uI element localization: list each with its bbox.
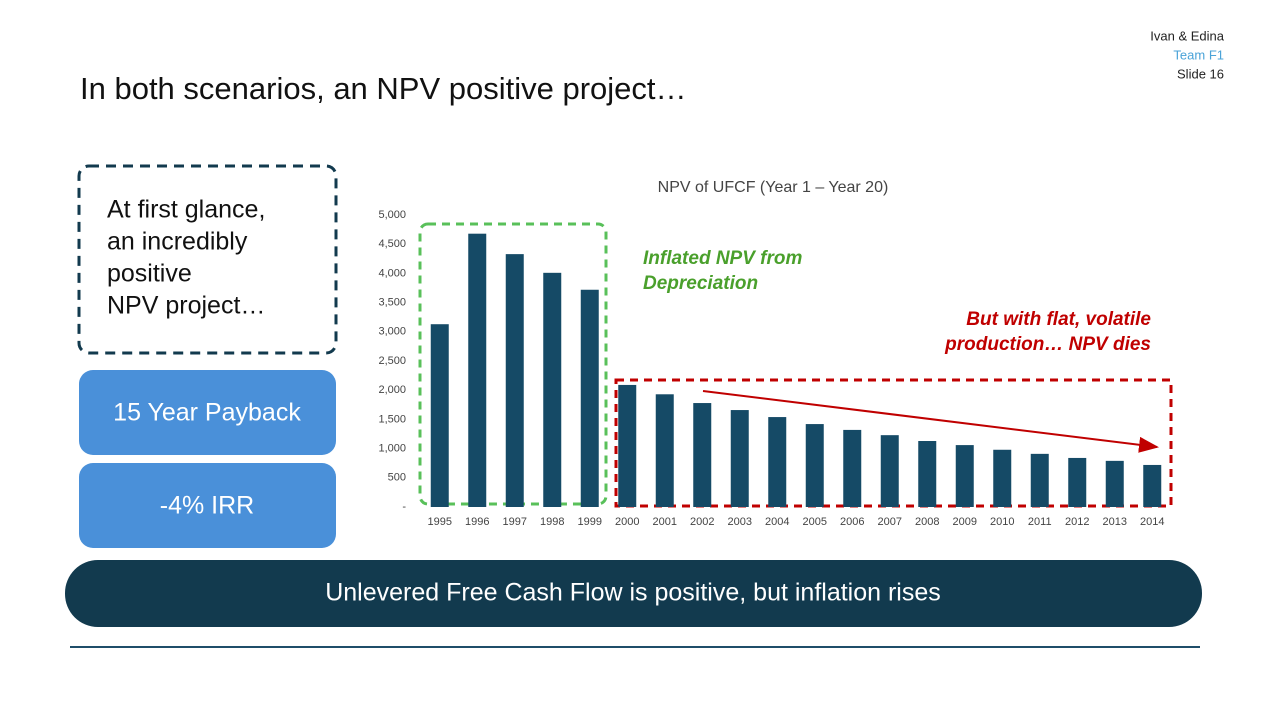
bar	[843, 429, 862, 507]
slide-title: In both scenarios, an NPV positive proje…	[80, 71, 687, 106]
x-tick-label: 2009	[953, 516, 977, 528]
bar	[655, 394, 674, 507]
metric: 15 Year Payback	[113, 399, 301, 427]
y-tick-label: 3,000	[378, 326, 406, 338]
bar	[955, 445, 974, 507]
bar	[805, 424, 824, 507]
x-tick-label: 2014	[1140, 516, 1164, 528]
y-tick-label: 2,000	[378, 384, 406, 396]
x-tick-label: 2007	[878, 516, 902, 528]
bar	[1068, 457, 1087, 507]
team: Team F1	[1173, 47, 1224, 62]
x-tick-label: 1997	[503, 516, 527, 528]
callout-text: an incredibly	[107, 228, 248, 256]
annotation: production… NPV dies	[944, 334, 1151, 355]
x-tick-label: 2001	[653, 516, 677, 528]
y-tick-label: 3,500	[378, 297, 406, 309]
x-tick-label: 2008	[915, 516, 939, 528]
bar	[918, 441, 937, 507]
bar	[730, 410, 749, 507]
bar	[505, 254, 524, 507]
callout-box	[77, 164, 338, 355]
x-tick-label: 1998	[540, 516, 564, 528]
x-tick-label: 2010	[990, 516, 1014, 528]
x-tick-label: 2000	[615, 516, 639, 528]
callout-text: positive	[107, 260, 192, 288]
bar	[468, 233, 487, 508]
x-tick-label: 1999	[578, 516, 602, 528]
bar	[430, 324, 449, 507]
x-tick-label: 2013	[1103, 516, 1127, 528]
bar	[768, 417, 787, 507]
bar	[693, 403, 712, 507]
y-tick-label: -	[402, 501, 406, 513]
banner	[65, 560, 1202, 627]
x-tick-label: 2011	[1028, 516, 1052, 528]
chart-title: NPV of UFCF (Year 1 – Year 20)	[658, 179, 889, 196]
metric: -4% IRR	[160, 492, 254, 520]
x-tick-label: 2012	[1065, 516, 1089, 528]
y-tick-label: 2,500	[378, 355, 406, 367]
x-tick-label: 2006	[840, 516, 864, 528]
x-tick-label: 2005	[803, 516, 827, 528]
x-tick-label: 2004	[765, 516, 789, 528]
bar	[1143, 464, 1162, 507]
annotation: But with flat, volatile	[966, 309, 1151, 330]
bar	[993, 449, 1012, 507]
x-tick-label: 1995	[428, 516, 452, 528]
metric-box	[79, 463, 336, 548]
x-tick-label: 1996	[465, 516, 489, 528]
callout-text: At first glance,	[107, 196, 265, 224]
bar	[1030, 453, 1049, 507]
bar	[580, 289, 599, 507]
y-tick-label: 4,000	[378, 267, 406, 279]
y-tick-label: 5,000	[378, 209, 406, 221]
callout-text: NPV project…	[107, 292, 265, 320]
y-tick-label: 4,500	[378, 238, 406, 250]
y-tick-label: 500	[388, 472, 406, 484]
metric-box	[79, 370, 336, 455]
slide-number: Slide 16	[1177, 66, 1224, 81]
annotation: Depreciation	[643, 273, 758, 294]
bar	[1105, 460, 1124, 507]
bar	[880, 435, 899, 507]
banner-text: Unlevered Free Cash Flow is positive, bu…	[325, 579, 941, 607]
y-tick-label: 1,000	[378, 443, 406, 455]
trend-arrow	[702, 390, 1159, 453]
y-tick-label: 1,500	[378, 413, 406, 425]
annotation: Inflated NPV from	[643, 248, 803, 269]
x-tick-label: 2002	[690, 516, 714, 528]
bar	[543, 272, 562, 507]
bar	[618, 384, 637, 507]
highlight-box	[418, 222, 608, 506]
x-tick-label: 2003	[728, 516, 752, 528]
author: Ivan & Edina	[1150, 28, 1224, 43]
